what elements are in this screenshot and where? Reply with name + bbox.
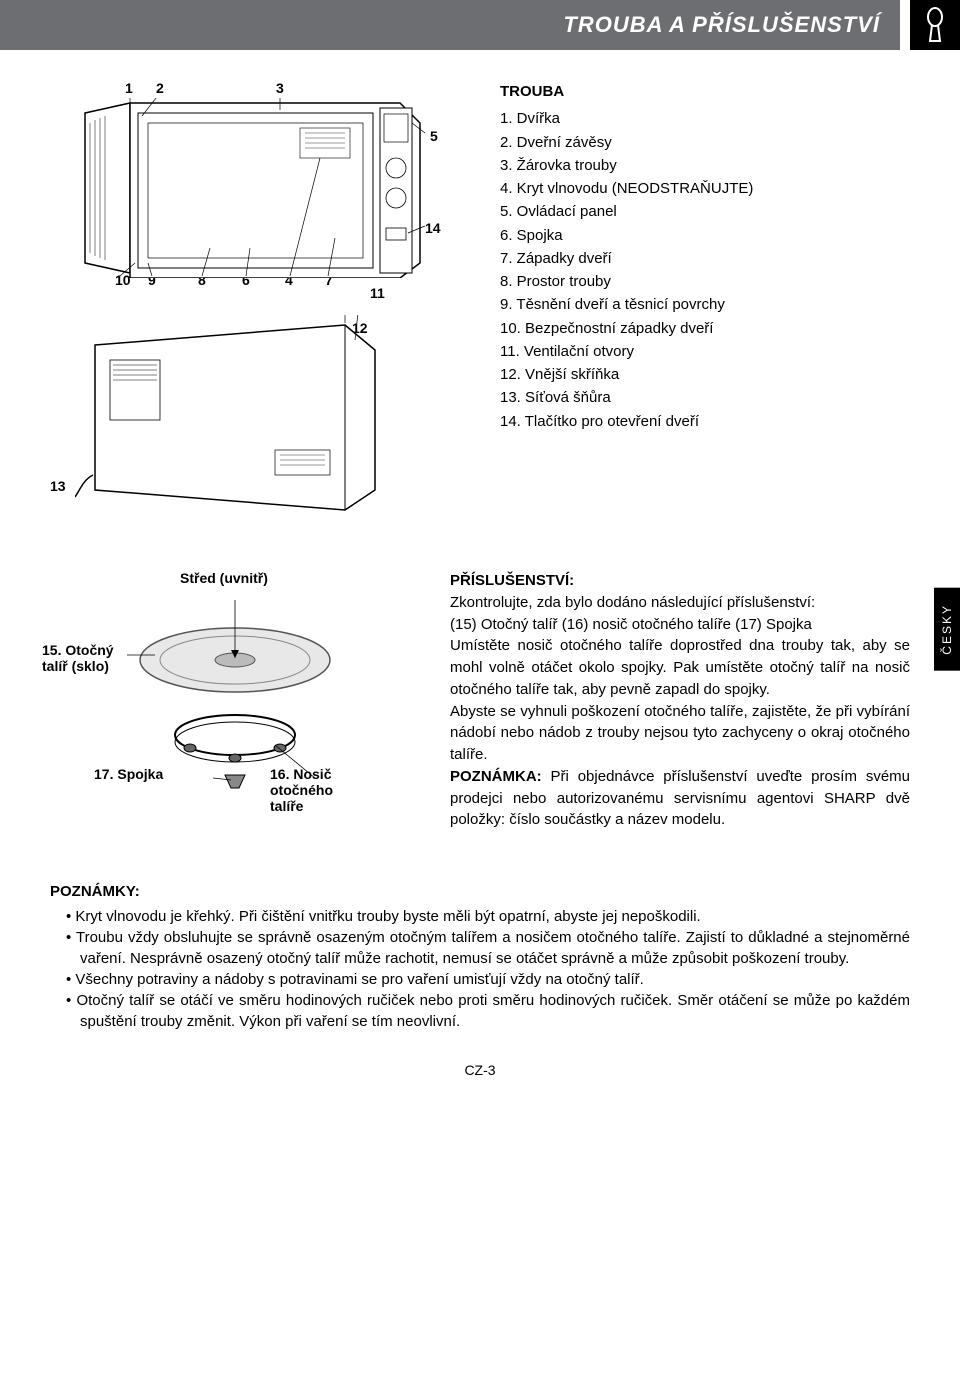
part-item: 9. Těsnění dveří a těsnicí povrchy: [500, 293, 910, 316]
part-item: 8. Prostor trouby: [500, 270, 910, 293]
oven-diagram: 1 2 3 5 14 11 12 10 9 8 6 4 7 13: [50, 80, 470, 510]
acc-p2: (15) Otočný talíř (16) nosič otočného ta…: [450, 616, 812, 633]
part-item: 14. Tlačítko pro otevření dveří: [500, 410, 910, 433]
accessories-title: PŘÍSLUŠENSTVÍ:: [450, 572, 574, 589]
note-label: POZNÁMKA:: [450, 768, 542, 785]
callout-11: 11: [370, 285, 385, 301]
accessories-text: PŘÍSLUŠENSTVÍ: Zkontrolujte, zda bylo do…: [450, 570, 910, 831]
callout-3: 3: [276, 80, 284, 96]
part-item: 4. Kryt vlnovodu (NEODSTRAŇUJTE): [500, 177, 910, 200]
header-icon: [910, 0, 960, 50]
part-item: 7. Západky dveří: [500, 247, 910, 270]
part-item: 12. Vnější skříňka: [500, 363, 910, 386]
notes-title: POZNÁMKY:: [50, 881, 910, 902]
page-number: CZ-3: [0, 1062, 960, 1098]
note-item: Všechny potraviny a nádoby s potravinami…: [66, 969, 910, 990]
part-item: 3. Žárovka trouby: [500, 154, 910, 177]
part-item: 13. Síťová šňůra: [500, 386, 910, 409]
part-item: 2. Dveřní závěsy: [500, 131, 910, 154]
note-item: Troubu vždy obsluhujte se správně osazen…: [66, 927, 910, 969]
part-item: 10. Bezpečnostní západky dveří: [500, 317, 910, 340]
center-label: Střed (uvnitř): [180, 570, 268, 586]
part-item: 5. Ovládací panel: [500, 200, 910, 223]
language-tab: ČESKY: [934, 588, 960, 671]
note-item: Otočný talíř se otáčí ve směru hodinovýc…: [66, 990, 910, 1032]
acc-p1: Zkontrolujte, zda bylo dodáno následujíc…: [450, 594, 815, 611]
callout-13: 13: [50, 478, 66, 494]
note-item: Kryt vlnovodu je křehký. Při čištění vni…: [66, 906, 910, 927]
acc-p4: Abyste se vyhnuli poškození otočného tal…: [450, 703, 910, 764]
part-item: 6. Spojka: [500, 224, 910, 247]
part-item: 1. Dvířka: [500, 107, 910, 130]
notes-list: Kryt vlnovodu je křehký. Při čištění vni…: [50, 906, 910, 1032]
part-item: 11. Ventilační otvory: [500, 340, 910, 363]
callout-2: 2: [156, 80, 164, 96]
turntable-diagram-column: Střed (uvnitř) 15. Otočný talíř (sklo) 1…: [50, 570, 420, 831]
acc-p3: Umístěte nosič otočného talíře doprostře…: [450, 637, 910, 698]
callout-1: 1: [125, 80, 133, 96]
parts-list: 1. Dvířka 2. Dveřní závěsy 3. Žárovka tr…: [500, 107, 910, 433]
page-header: TROUBA A PŘÍSLUŠENSTVÍ: [0, 0, 900, 50]
parts-title: TROUBA: [500, 80, 910, 103]
